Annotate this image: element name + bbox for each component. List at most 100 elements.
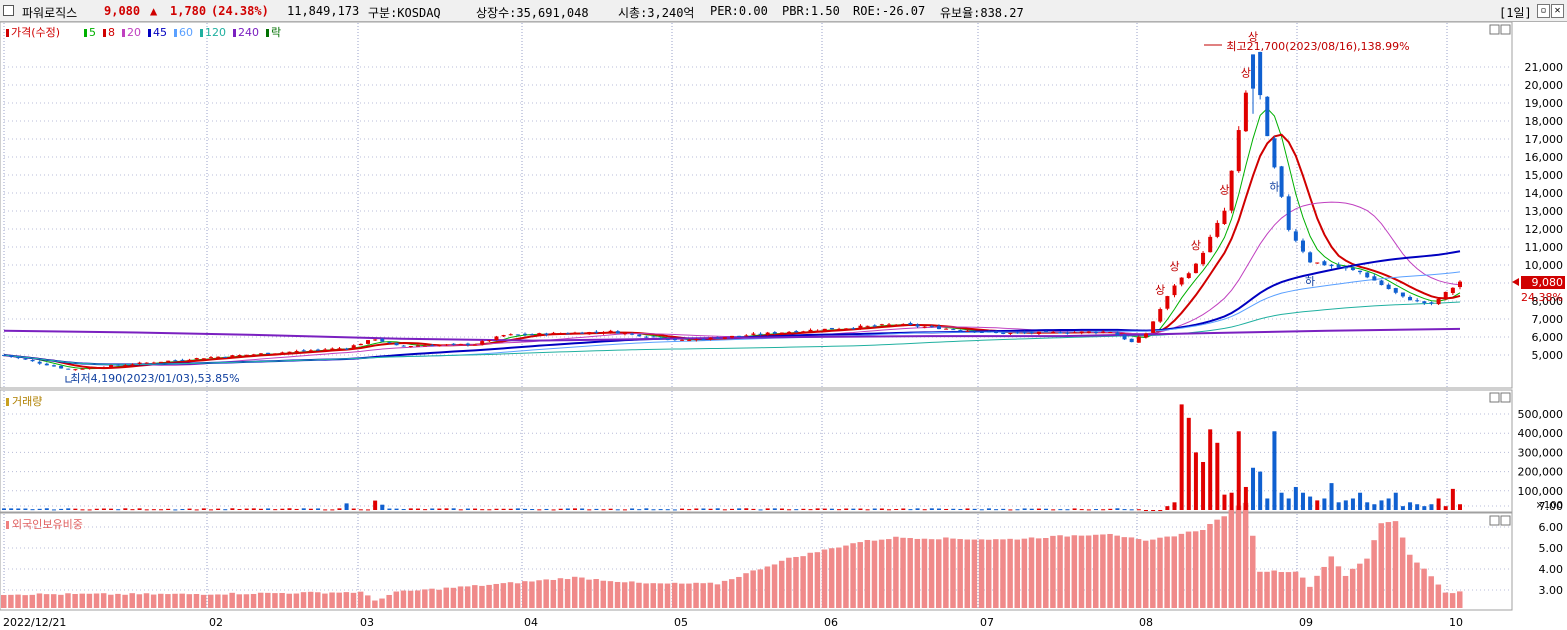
volume-bar [523,508,528,510]
volume-bar [1101,509,1106,511]
volume-bar [580,508,585,510]
select-checkbox[interactable] [3,5,14,16]
foreign-bar [1192,531,1199,608]
volume-bar [872,508,877,510]
candle-body [815,330,820,332]
candle-body [1136,336,1141,343]
limit-mark: 상 [1241,66,1251,79]
foreign-bar [543,579,549,608]
candle-body [1101,331,1106,333]
foreign-bar [236,594,243,608]
foreign-bar [272,593,278,608]
market-cap: 시총:3,240억 [618,6,695,20]
foreign-y-tick: 3.00 [1539,584,1564,597]
roe-value: ROE:-26.07 [853,4,926,18]
candle-body [715,337,720,339]
current-price-tag-label: 9,080 [1532,276,1564,289]
volume-y-axis: 500,000 400,000 300,000 200,000 100,000 [1518,408,1564,498]
price-y-tick: 19,000 [1525,97,1564,110]
candle-body [808,329,813,332]
volume-bar [1272,431,1277,510]
candle-body [159,361,164,363]
volume-y-tick: 400,000 [1518,427,1564,440]
candle-body [1400,292,1405,297]
legend-swatch [122,29,125,37]
candle-body [744,335,749,337]
foreign-bar [778,560,785,608]
foreign-bar [72,594,78,608]
volume-value: 11,849,173 [287,4,360,18]
volume-bar [837,509,842,511]
volume-bar [1001,508,1006,510]
volume-bar [323,509,328,511]
foreign-bar [522,581,528,608]
foreign-bar [58,594,64,608]
volume-bar [394,508,399,510]
legend-swatch [266,29,269,37]
per-value: PER:0.00 [710,4,768,18]
price-y-tick: 5,000 [1532,349,1564,362]
candle-body [887,324,892,326]
candle-body [287,351,292,353]
volume-bar [223,509,228,511]
foreign-bar [650,583,656,608]
stock-chart[interactable]: 가격(수정) 5 8 20 45 60 120 240 락 거래량 외국인보유비중 21,000… [0,22,1567,630]
candle-body [323,349,328,351]
foreign-bar [136,594,143,608]
volume-bar [16,508,21,510]
candle-body [694,339,699,341]
candle-body [465,343,470,346]
change-arrow-icon: ▲ [150,4,158,18]
volume-bar [130,509,135,511]
foreign-bar [443,587,450,608]
candle-body [872,325,877,327]
foreign-bar [343,592,350,608]
candle-body [444,344,449,346]
volume-bar [622,509,627,511]
candle-body [251,354,256,356]
candle-body [944,328,949,330]
volume-bar [458,509,463,511]
current-price-arrow-icon [1512,278,1519,286]
foreign-bar [743,573,749,608]
volume-bar [701,508,706,510]
volume-bar [1129,509,1134,511]
volume-bar [1058,509,1063,511]
candle-body [1415,300,1420,302]
volume-bar [601,509,606,511]
foreign-bar [8,594,14,608]
pane-buttons[interactable] [1489,24,1511,526]
foreign-y-tick: 6.00 [1539,521,1564,534]
candle-body [665,339,670,341]
volume-y-tick: 500,000 [1518,408,1564,421]
foreign-bar [1307,586,1313,608]
minimize-button[interactable]: ▫ [1537,4,1550,18]
foreign-bar [1378,523,1384,608]
price-y-tick: 14,000 [1525,187,1564,200]
candle-body [494,336,499,340]
x-tick-label: 07 [980,616,994,629]
low-annotation: 최저4,190(2023/01/03),53.85% [70,372,239,385]
foreign-bar [893,536,899,608]
candle-body [1186,273,1191,279]
candle-body [865,325,870,327]
foreign-bar [828,548,835,608]
volume-bar [530,509,535,511]
volume-bar [1065,509,1070,511]
candle-body [651,336,656,338]
close-button[interactable]: ✕ [1551,4,1564,18]
volume-bar [1379,500,1384,510]
period-selector[interactable]: [1일] [1499,6,1532,20]
volume-bar [44,508,49,510]
foreign-bar [200,594,207,608]
candle-body [637,334,642,337]
volume-bar [208,509,213,511]
foreign-bar [928,539,935,608]
candle-body [779,332,784,334]
candle-body [1286,196,1291,230]
foreign-bar [1285,572,1292,608]
candle-body [194,358,199,360]
volume-bar [423,509,428,511]
foreign-bar [279,592,285,608]
candle-body [929,326,934,328]
